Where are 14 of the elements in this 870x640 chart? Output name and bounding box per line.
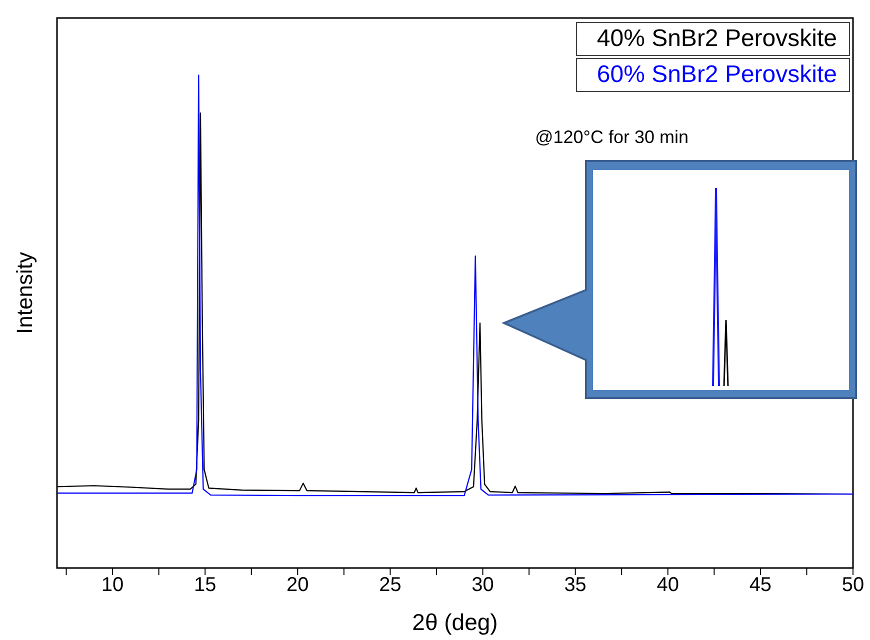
y-axis-title: Intensity (12, 252, 37, 334)
x-tick-label: 45 (749, 574, 772, 596)
text: 60% SnBr2 Perovskite (576, 58, 850, 92)
text: 40% SnBr2 Perovskite (576, 22, 850, 56)
annotation: @120°C for 30 min (535, 127, 689, 148)
x-tick-label: 50 (842, 574, 864, 596)
x-tick-label: 40 (656, 574, 680, 596)
x-tick-label: 35 (564, 574, 586, 596)
x-tick-label: 10 (101, 574, 124, 596)
x-tick-label: 15 (194, 574, 216, 596)
x-tick-label: 25 (379, 574, 402, 596)
x-tick-label: 20 (286, 574, 309, 596)
x-tick-label: 30 (472, 574, 494, 596)
x-axis-title: 2θ (deg) (412, 609, 498, 635)
